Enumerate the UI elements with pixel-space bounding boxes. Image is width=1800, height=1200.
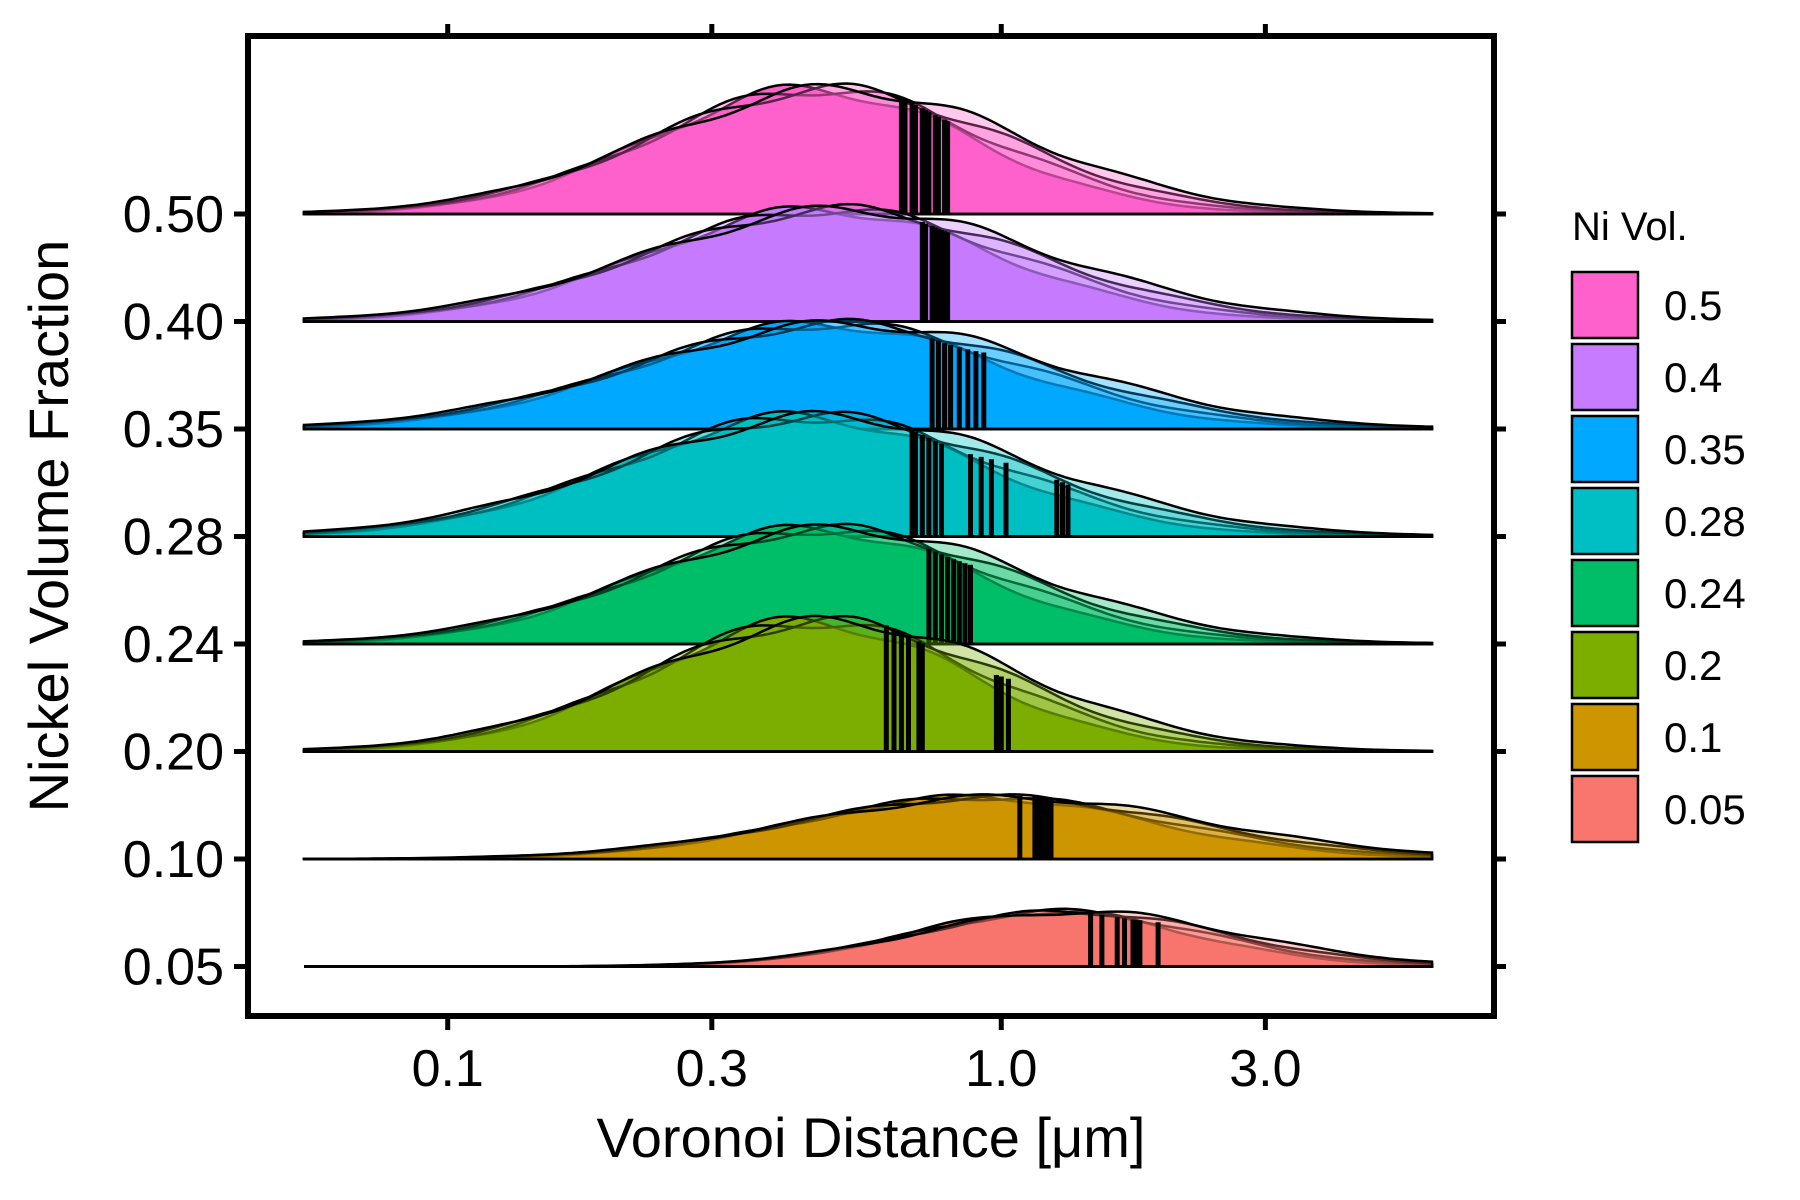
ridge-0.35 <box>302 317 1434 431</box>
ridge-density-0.35-3 <box>302 317 1434 431</box>
legend-label-0.2: 0.2 <box>1664 642 1722 689</box>
legend: Ni Vol. 0.5 0.4 0.35 0.28 0.24 0.2 0.1 0.05 <box>1570 205 1746 844</box>
ridge-density-0.2-2 <box>302 623 1434 753</box>
y-tick-label-0.20: 0.20 <box>123 724 224 782</box>
y-tick-label-0.24: 0.24 <box>123 616 224 674</box>
ridge-density-0.2-3 <box>302 614 1434 753</box>
ridge-density-0.28-3 <box>302 410 1434 538</box>
ridge-density-0.35-4 <box>302 319 1434 431</box>
y-tick-label-0.40: 0.40 <box>123 294 224 352</box>
x-tick-label-0.3: 0.3 <box>676 1040 748 1098</box>
panel-border <box>245 33 1497 1019</box>
ridge-density-0.5-3 <box>302 82 1434 216</box>
ridge-density-0.28-2 <box>302 416 1434 538</box>
x-tick-label-1.0: 1.0 <box>965 1040 1037 1098</box>
legend-label-0.4: 0.4 <box>1664 354 1722 401</box>
ridge-density-0.24-4 <box>302 523 1434 646</box>
legend-label-0.28: 0.28 <box>1664 498 1746 545</box>
ridge-0.5 <box>302 82 1434 216</box>
legend-key-0.5 <box>1570 270 1640 340</box>
ridge-density-0.2-4 <box>302 614 1434 753</box>
ridge-density-0.24-2 <box>302 529 1434 646</box>
y-tick-label-0.35: 0.35 <box>123 401 224 459</box>
legend-key-0.2 <box>1570 630 1640 700</box>
legend-key-0.05 <box>1570 774 1640 844</box>
ridge-density-0.4-2 <box>302 208 1434 323</box>
ridge-0.4 <box>302 202 1434 323</box>
legend-key-0.4 <box>1570 342 1640 412</box>
y-axis-title: Nickel Volume Fraction <box>17 240 80 813</box>
legend-key-0.28 <box>1570 486 1640 556</box>
y-tick-label-0.50: 0.50 <box>123 186 224 244</box>
ridge-density-0.05-4 <box>304 910 1434 968</box>
ridge-density-0.5-2 <box>302 90 1434 216</box>
ridge-density-0.28-4 <box>302 409 1434 538</box>
ridge-density-0.4-4 <box>302 204 1434 323</box>
legend-label-0.1: 0.1 <box>1664 714 1722 761</box>
legend-title: Ni Vol. <box>1572 205 1688 249</box>
legend-key-0.1 <box>1570 702 1640 772</box>
legend-label-0.35: 0.35 <box>1664 426 1746 473</box>
plot-area <box>302 82 1434 968</box>
ridge-0.05 <box>304 907 1434 968</box>
ridge-density-0.1-4 <box>302 793 1434 861</box>
y-tick-label-0.10: 0.10 <box>123 831 224 889</box>
legend-label-0.24: 0.24 <box>1664 570 1746 617</box>
ridge-density-0.4-3 <box>302 202 1434 323</box>
x-tick-label-3.0: 3.0 <box>1229 1040 1301 1098</box>
y-tick-label-0.05: 0.05 <box>123 939 224 997</box>
ridge-density-0.24-3 <box>302 522 1434 646</box>
y-tick-label-0.28: 0.28 <box>123 509 224 567</box>
x-tick-label-0.1: 0.1 <box>412 1040 484 1098</box>
ridge-density-0.35-2 <box>302 322 1434 431</box>
ridge-0.1 <box>302 793 1434 861</box>
ridge-density-0.5-4 <box>302 82 1434 216</box>
ridge-0.28 <box>302 409 1434 538</box>
axes: 0.05 0.10 0.20 0.24 0.28 0.35 0.40 0.50 0.1 0.3 1.… <box>123 24 1506 1098</box>
ridge-0.2 <box>302 614 1434 753</box>
x-axis-title: Voronoi Distance [μm] <box>597 1106 1146 1169</box>
legend-key-0.24 <box>1570 558 1640 628</box>
ridge-0.24 <box>302 522 1434 646</box>
legend-key-0.35 <box>1570 414 1640 484</box>
legend-label-0.5: 0.5 <box>1664 282 1722 329</box>
legend-label-0.05: 0.05 <box>1664 786 1746 833</box>
